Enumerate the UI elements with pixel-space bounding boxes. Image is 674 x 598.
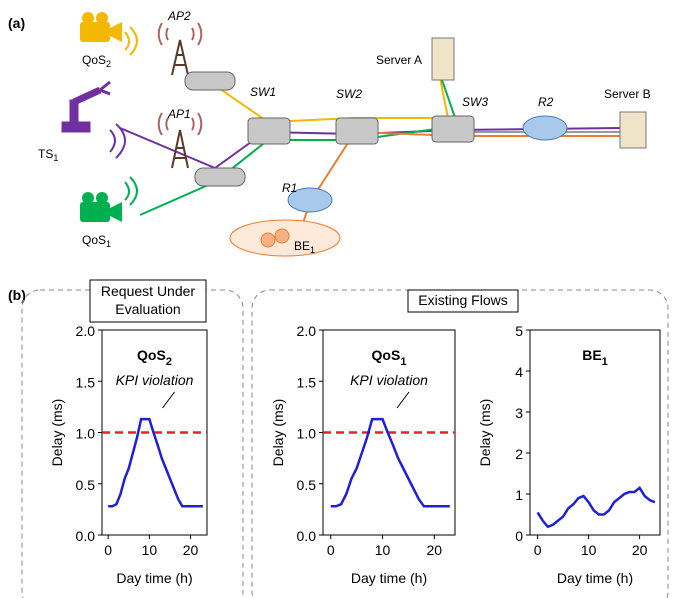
y-tick-label: 2 bbox=[515, 446, 523, 462]
x-tick-label: 10 bbox=[142, 542, 158, 558]
delay-line bbox=[538, 488, 655, 527]
title-text: BE bbox=[582, 347, 601, 363]
node-label: TS1 bbox=[38, 147, 58, 163]
y-tick-label: 4 bbox=[515, 364, 523, 380]
x-axis-label: Day time (h) bbox=[351, 570, 427, 586]
annotation-arrow bbox=[397, 392, 409, 408]
x-axis-label: Day time (h) bbox=[116, 570, 192, 586]
annotation-arrow bbox=[163, 392, 175, 408]
y-axis-label: Delay (ms) bbox=[49, 399, 65, 467]
title-text: QoS bbox=[372, 347, 401, 363]
y-tick-label: 0.5 bbox=[76, 477, 96, 493]
node-label: AP2 bbox=[167, 9, 191, 23]
qos2-camera bbox=[80, 12, 137, 55]
node-label: SW3 bbox=[462, 95, 488, 109]
y-tick-label: 3 bbox=[515, 405, 523, 421]
y-tick-label: 1 bbox=[515, 487, 523, 503]
ts1-robot bbox=[62, 82, 125, 158]
node-label: Server A bbox=[376, 53, 422, 67]
x-tick-label: 20 bbox=[183, 542, 199, 558]
box-label: Evaluation bbox=[115, 301, 180, 317]
chart-title: QoS2 bbox=[137, 347, 172, 368]
y-tick-label: 1.0 bbox=[297, 426, 317, 442]
y-tick-label: 0 bbox=[515, 528, 523, 544]
node-label: Server B bbox=[604, 87, 651, 101]
node-label: QoS2 bbox=[82, 53, 111, 69]
x-tick-label: 20 bbox=[632, 542, 648, 558]
y-tick-label: 0.0 bbox=[76, 528, 96, 544]
x-tick-label: 10 bbox=[581, 542, 597, 558]
box-label: Existing Flows bbox=[418, 292, 507, 308]
x-tick-label: 0 bbox=[104, 542, 112, 558]
node-label: SW2 bbox=[336, 87, 362, 101]
x-tick-label: 0 bbox=[534, 542, 542, 558]
cloud bbox=[230, 220, 340, 256]
x-tick-label: 10 bbox=[375, 542, 391, 558]
x-tick-label: 0 bbox=[327, 542, 335, 558]
chart-title: BE1 bbox=[582, 347, 608, 368]
y-tick-label: 1.0 bbox=[76, 426, 96, 442]
node-label: R1 bbox=[282, 181, 297, 195]
title-text: QoS bbox=[137, 347, 166, 363]
x-axis-label: Day time (h) bbox=[557, 570, 633, 586]
box-label: Request Under bbox=[101, 283, 196, 299]
node-label: R2 bbox=[538, 95, 554, 109]
y-tick-label: 1.5 bbox=[297, 374, 317, 390]
y-axis-label: Delay (ms) bbox=[270, 399, 286, 467]
qos1-camera bbox=[80, 177, 137, 222]
y-axis-label: Delay (ms) bbox=[477, 399, 493, 467]
y-tick-label: 0.0 bbox=[297, 528, 317, 544]
kpi-annotation: KPI violation bbox=[350, 372, 428, 388]
node-label: AP1 bbox=[167, 107, 191, 121]
node-label: QoS1 bbox=[82, 233, 111, 249]
title-sub: 1 bbox=[602, 356, 608, 368]
y-tick-label: 2.0 bbox=[297, 323, 317, 339]
panel-label: (a) bbox=[8, 15, 25, 31]
y-tick-label: 5 bbox=[515, 323, 523, 339]
title-sub: 2 bbox=[166, 356, 172, 368]
title-sub: 1 bbox=[400, 356, 406, 368]
node-label: SW1 bbox=[250, 85, 276, 99]
y-tick-label: 0.5 bbox=[297, 477, 317, 493]
y-tick-label: 2.0 bbox=[76, 323, 96, 339]
y-tick-label: 1.5 bbox=[76, 374, 96, 390]
x-tick-label: 20 bbox=[427, 542, 443, 558]
kpi-annotation: KPI violation bbox=[116, 372, 194, 388]
chart-title: QoS1 bbox=[372, 347, 407, 368]
figure: (a) QoS2 AP2 TS1 AP1 QoS1 SW1 SW2 SW3 Se… bbox=[0, 0, 674, 598]
